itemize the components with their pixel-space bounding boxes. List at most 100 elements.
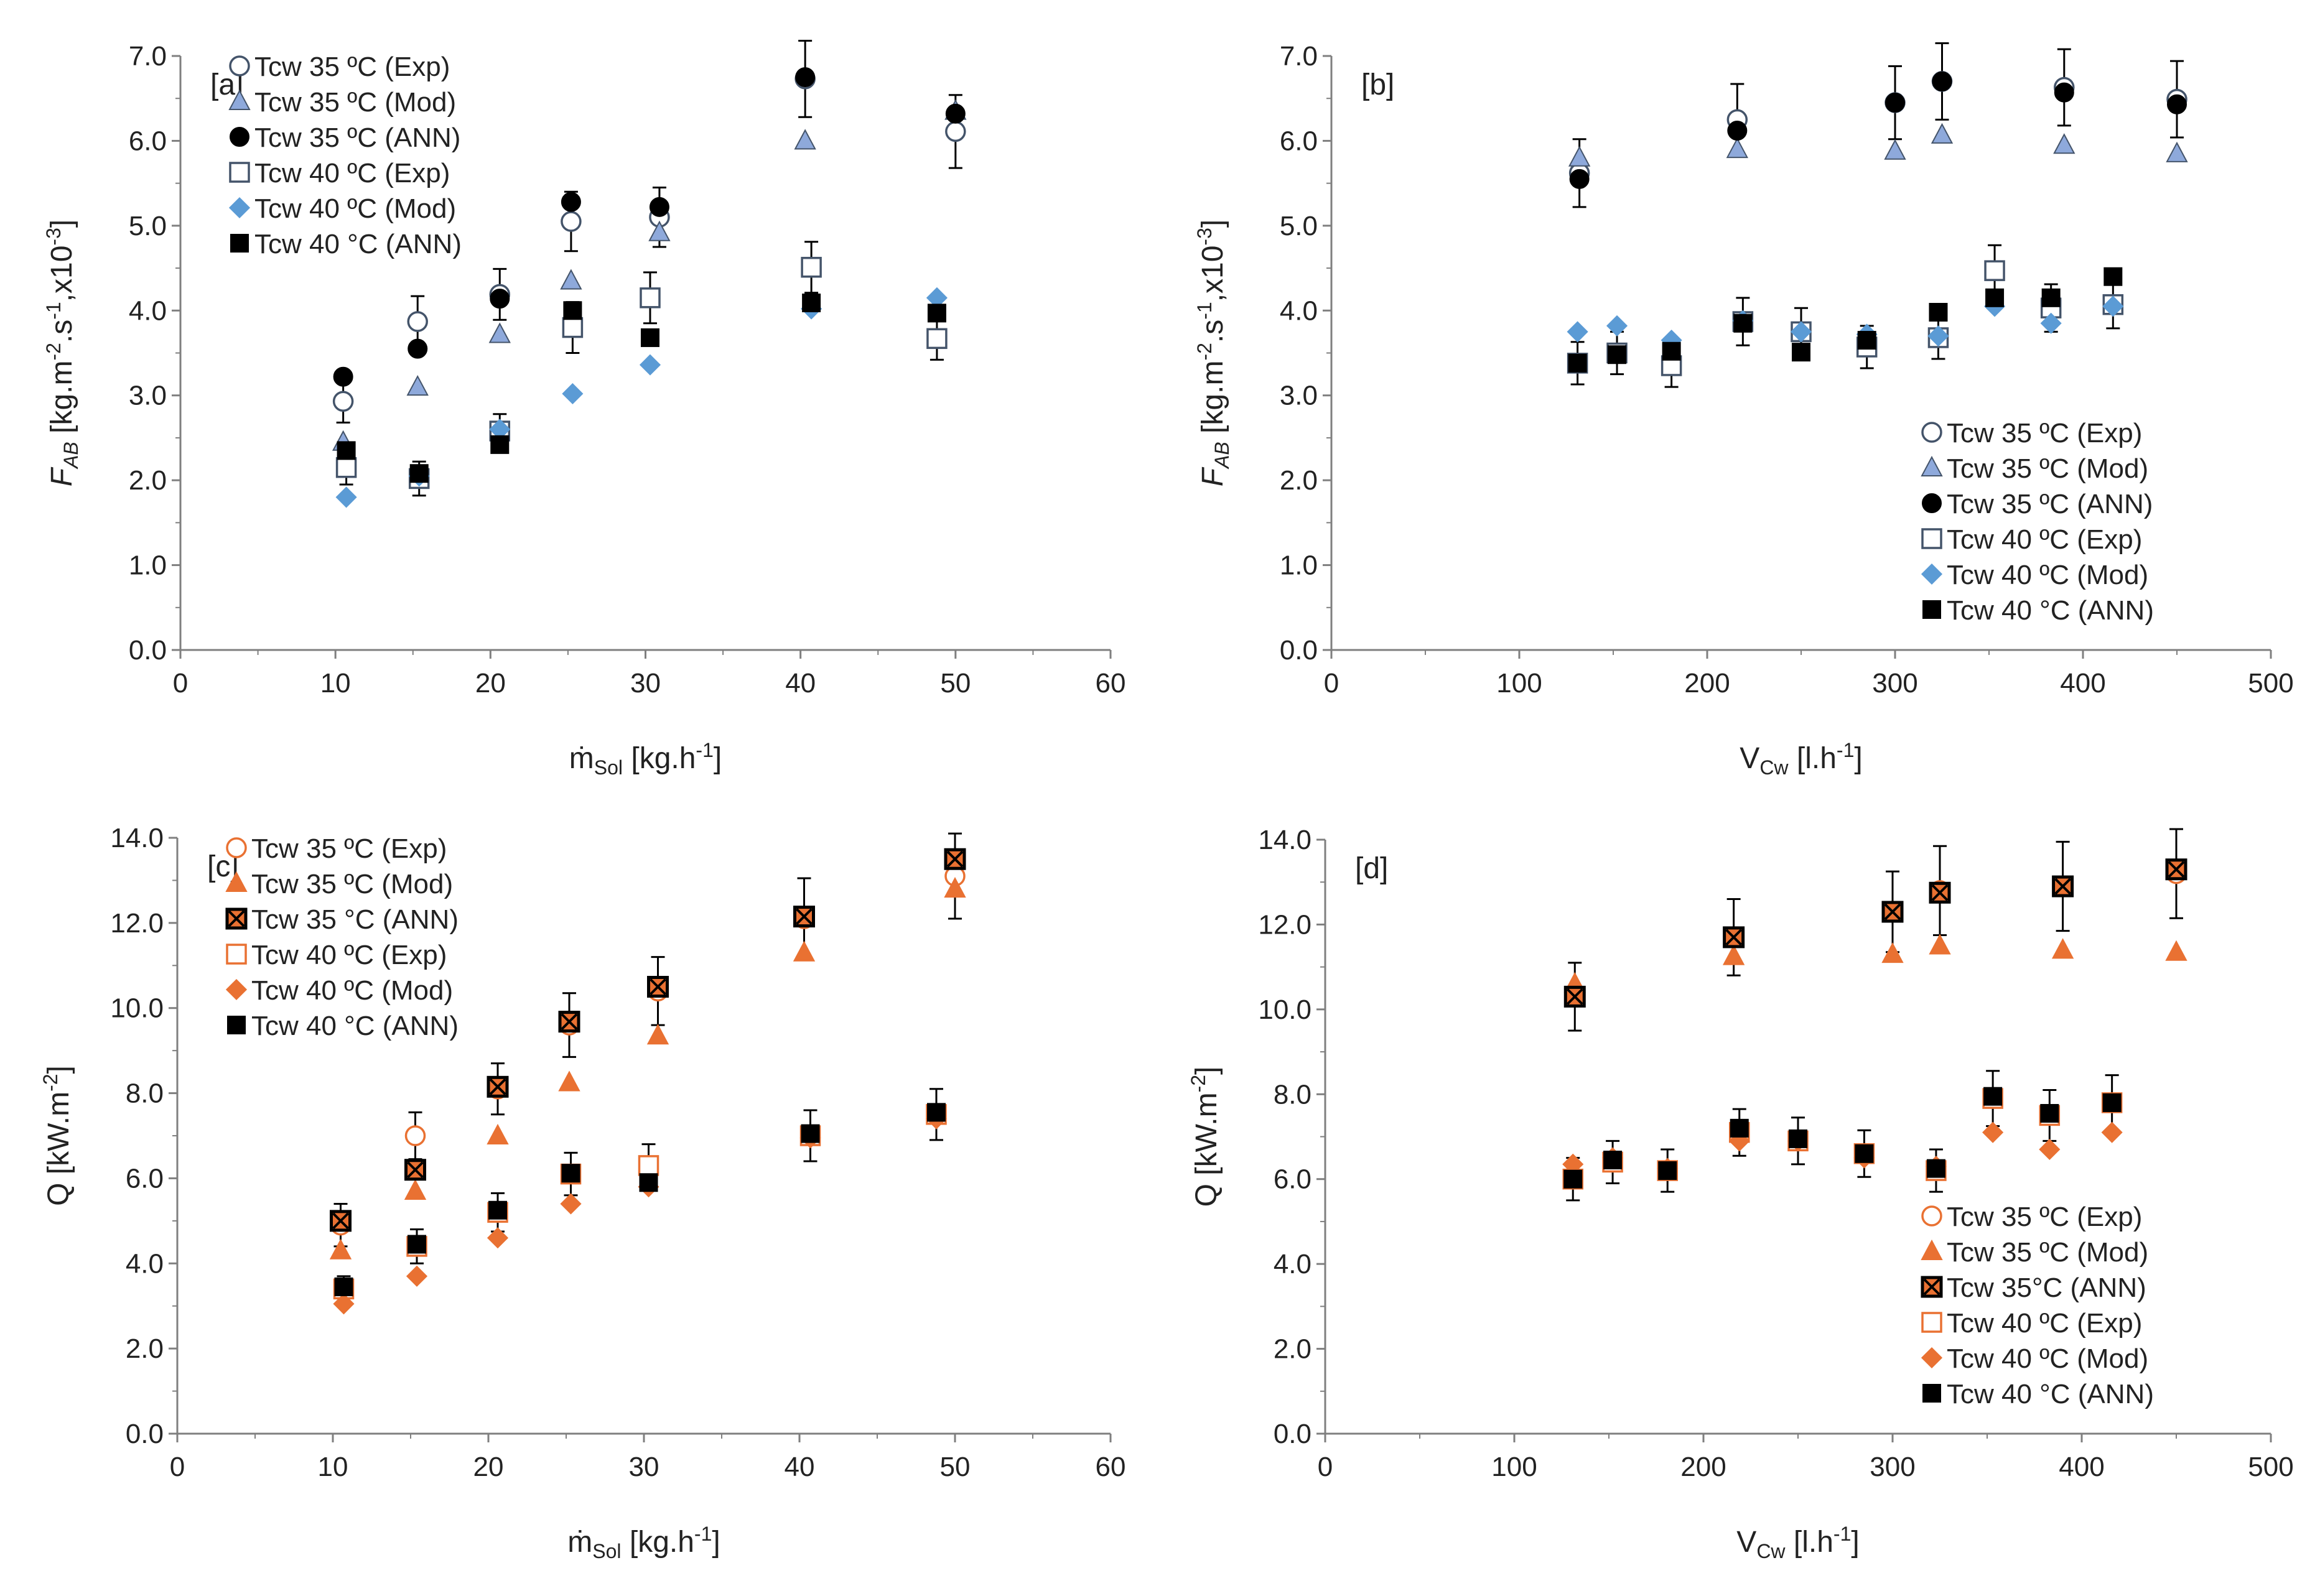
y-tick-label: 12.0 — [110, 908, 164, 939]
data-point — [926, 328, 948, 350]
data-point — [563, 301, 582, 320]
data-point — [2051, 938, 2074, 959]
data-point — [561, 211, 582, 232]
legend-label: Tcw 35 ºC (Exp) — [1947, 1202, 2142, 1232]
y-label-sub: AB — [1211, 442, 1233, 470]
y-tick-label: 7.0 — [1280, 41, 1318, 72]
data-point — [1982, 1121, 2004, 1143]
y-tick-label: 8.0 — [1274, 1079, 1311, 1110]
legend-label: Tcw 40 ºC (Exp) — [1947, 1308, 2142, 1339]
legend-label: Tcw 40 ºC (Exp) — [254, 158, 450, 188]
data-point — [794, 129, 816, 150]
data-point — [333, 366, 353, 387]
marker-cross — [2054, 878, 2072, 895]
y-label-main: Q — [42, 1183, 75, 1206]
chart-panel: 0.01.02.03.04.05.06.07.00 10 20 30 40 50 60[a]… — [42, 39, 1126, 779]
data-point — [2054, 82, 2074, 103]
y-label-rest: [kg.m — [45, 361, 78, 442]
data-point — [795, 67, 816, 88]
x-tick-label: 300 — [1870, 1452, 1915, 1482]
marker-cross — [2168, 861, 2185, 878]
y-tick-label: 2.0 — [126, 1334, 164, 1364]
y-label-end: ] — [42, 1065, 75, 1074]
y-tick-label: 10.0 — [1258, 995, 1311, 1025]
x-tick-label: 0 — [170, 1452, 185, 1482]
x-tick-label: 40 — [785, 1452, 815, 1482]
x-tick-label: 60 — [1096, 1452, 1126, 1482]
data-point — [407, 311, 428, 332]
legend-label: Tcw 35 ºC (Mod) — [254, 87, 456, 118]
data-point — [337, 441, 356, 460]
x-tick-label: 30 — [629, 1452, 659, 1482]
x-tick-label: 50 — [940, 1452, 971, 1482]
y-label-sup: -1 — [42, 302, 65, 319]
data-point — [1733, 313, 1753, 333]
data-point — [639, 354, 661, 376]
y-tick-label: 6.0 — [1280, 126, 1318, 156]
data-point — [330, 1210, 352, 1232]
x-label-unit: [kg.h — [623, 742, 696, 775]
x-label-end: ] — [714, 742, 722, 775]
legend-label: Tcw 35 ºC (Exp) — [254, 52, 450, 82]
y-label-sup: -3 — [42, 228, 65, 245]
y-label-sup: -2 — [1187, 1075, 1209, 1092]
x-tick-label: 400 — [2060, 668, 2105, 698]
legend-marker — [1921, 563, 1943, 585]
data-point — [2102, 1093, 2122, 1112]
data-point — [2103, 267, 2123, 286]
x-tick-label: 0 — [1318, 1452, 1333, 1482]
data-point — [335, 457, 357, 478]
x-tick-label: 20 — [475, 668, 506, 698]
y-tick-label: 0.0 — [1280, 635, 1318, 666]
marker-cross — [946, 850, 964, 868]
legend-label: Tcw 40 ºC (Mod) — [1947, 560, 2148, 590]
data-point — [558, 1011, 580, 1033]
data-point — [1855, 1144, 1874, 1163]
legend-marker — [229, 162, 250, 183]
chart-panel: 0.0 1.0 2.0 3.0 4.0 5.0 6.0 7.0 0 100 200 300 400 500… — [1193, 41, 2294, 779]
legend-label: Tcw 40 ºC (Exp) — [251, 940, 447, 970]
x-label-main: V — [1736, 1526, 1756, 1559]
legend-marker — [1921, 1347, 1943, 1369]
data-point — [1881, 901, 1904, 923]
marker-cross — [650, 978, 666, 995]
data-point — [2165, 940, 2187, 961]
legend-label: Tcw 35 °C (ANN) — [251, 904, 459, 935]
data-point — [2040, 312, 2062, 334]
data-point — [1603, 1151, 1623, 1170]
x-tick-label: 100 — [1496, 668, 1542, 698]
x-label-main: ṁ — [569, 742, 594, 775]
marker-cross — [1931, 884, 1949, 901]
x-tick-label: 0 — [1324, 668, 1339, 698]
x-tick-label: 500 — [2248, 1452, 2293, 1482]
x-tick-label: 50 — [940, 668, 971, 698]
x-axis-label: VCw [l.h-1] — [1736, 1523, 1859, 1562]
data-point — [801, 1124, 820, 1143]
x-tick-label: 60 — [1096, 668, 1126, 698]
data-point — [409, 464, 429, 483]
data-point — [2101, 1121, 2123, 1143]
y-label-rest: [kW.m — [42, 1092, 75, 1183]
data-point — [1927, 325, 1949, 347]
y-tick-label: 4.0 — [129, 295, 167, 326]
y-label-sup: -2 — [42, 343, 65, 360]
y-tick-label: 2.0 — [1274, 1334, 1311, 1365]
data-point — [944, 876, 966, 898]
data-point — [490, 435, 510, 454]
y-tick-label: 1.0 — [129, 550, 167, 581]
y-tick-label: 5.0 — [1280, 211, 1318, 241]
y-label-mid: .s — [45, 320, 78, 343]
x-label-unit: [l.h — [1786, 1526, 1833, 1559]
data-point — [404, 1159, 426, 1181]
data-point — [639, 1173, 658, 1192]
data-point — [1727, 121, 1748, 141]
marker-cross — [1923, 1278, 1940, 1296]
data-point — [1929, 303, 1948, 322]
y-label-rest: [kW.m — [1190, 1092, 1223, 1184]
data-point — [332, 391, 354, 412]
legend-marker — [227, 1016, 246, 1034]
data-point — [648, 220, 671, 241]
x-label-sub: Cw — [1759, 756, 1789, 779]
data-point — [793, 940, 816, 962]
